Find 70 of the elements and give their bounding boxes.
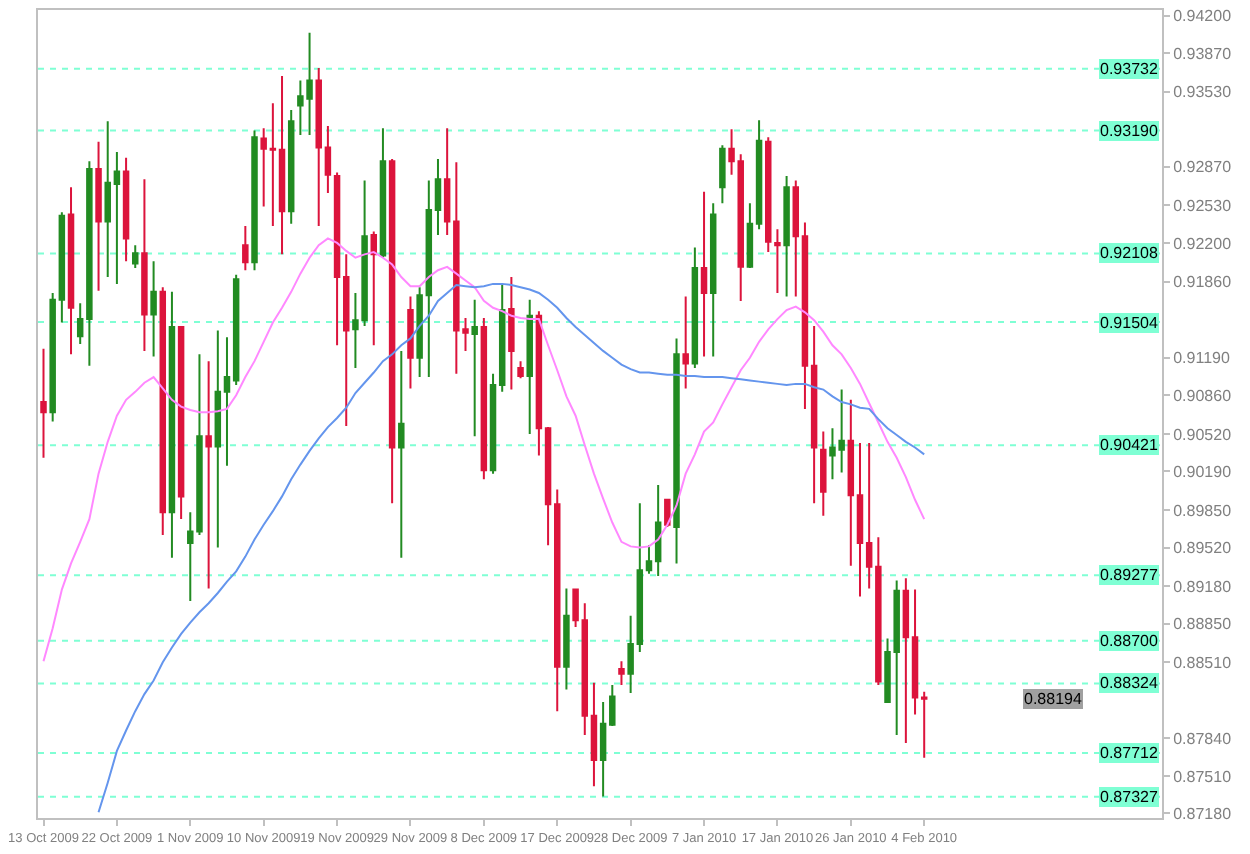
y-tick-label: 0.90190 [1173,462,1233,481]
candlestick [563,587,570,691]
ref-line-label: 0.88324 [1100,674,1159,692]
candlestick [700,190,708,358]
y-tick-label: 0.87510 [1173,767,1233,786]
line-series [97,282,926,814]
candlestick [132,244,139,269]
candlestick [407,295,414,390]
candlestick [508,276,515,391]
candlestick [67,186,75,356]
y-tick-label: 0.92870 [1173,158,1233,177]
candlestick [287,109,295,225]
y-tick-label: 0.92530 [1173,197,1233,216]
candlestick [214,329,222,549]
candlestick [370,230,378,347]
candlestick [517,360,524,380]
candlestick [95,140,102,292]
y-tick-label: 0.91190 [1173,349,1231,368]
candlestick [820,430,827,517]
candlestick [682,295,689,390]
candlestick [40,347,47,459]
candlestick [379,127,387,259]
candlestick [150,260,157,358]
candlestick [902,577,910,744]
candlestick [205,360,212,590]
ref-line-label: 0.88700 [1100,632,1159,650]
y-tick-label: 0.89850 [1173,501,1233,520]
line-series [42,237,926,663]
candlestick [673,337,680,565]
text: 0.88194 [1024,690,1083,708]
candlestick [480,316,488,481]
y-tick-label: 0.89520 [1173,539,1233,558]
candlestick [471,298,478,438]
ref-line-label: 0.92108 [1100,244,1159,262]
candlestick [654,484,662,577]
candlestick [141,178,148,352]
candlestick [783,174,790,298]
candlestick [278,74,286,256]
y-tick-label: 0.91860 [1173,273,1233,292]
y-tick-label: 0.88510 [1173,653,1233,672]
candlestick [526,298,533,435]
ref-line-label: 0.93190 [1100,122,1159,140]
ref-line-label: 0.87327 [1100,788,1159,806]
candlestick [251,129,258,272]
candlestick [388,157,396,505]
y-tick-label: 0.93870 [1173,44,1233,63]
candlestick [242,224,249,272]
y-tick-label: 0.90860 [1173,386,1233,405]
candlestick [398,349,405,559]
y-tick-label: 0.93530 [1173,83,1233,102]
ref-line-label: 0.91504 [1100,314,1159,332]
ref-line-label: 0.89277 [1100,566,1159,584]
candlestick [719,144,726,205]
candlestick [177,324,185,521]
ref-line-label: 0.93732 [1100,60,1159,78]
y-tick-label: 0.90520 [1173,425,1233,444]
y-tick-label: 0.87840 [1173,730,1233,749]
y-tick-label: 0.88850 [1173,615,1233,634]
y-tick-label: 0.89180 [1173,577,1233,596]
candlestick [691,246,699,369]
candlestick [168,290,176,559]
y-tick-label: 0.94200 [1173,7,1233,26]
y-tick-label: 0.87180 [1173,805,1233,824]
candlestick [122,156,130,263]
y-tick-label: 0.92200 [1173,234,1233,253]
ref-line-label: 0.87712 [1100,744,1159,762]
candlestick [618,660,625,687]
candlestick [159,286,167,537]
ref-line-label: 0.90421 [1100,436,1159,454]
candlestick [709,202,717,358]
